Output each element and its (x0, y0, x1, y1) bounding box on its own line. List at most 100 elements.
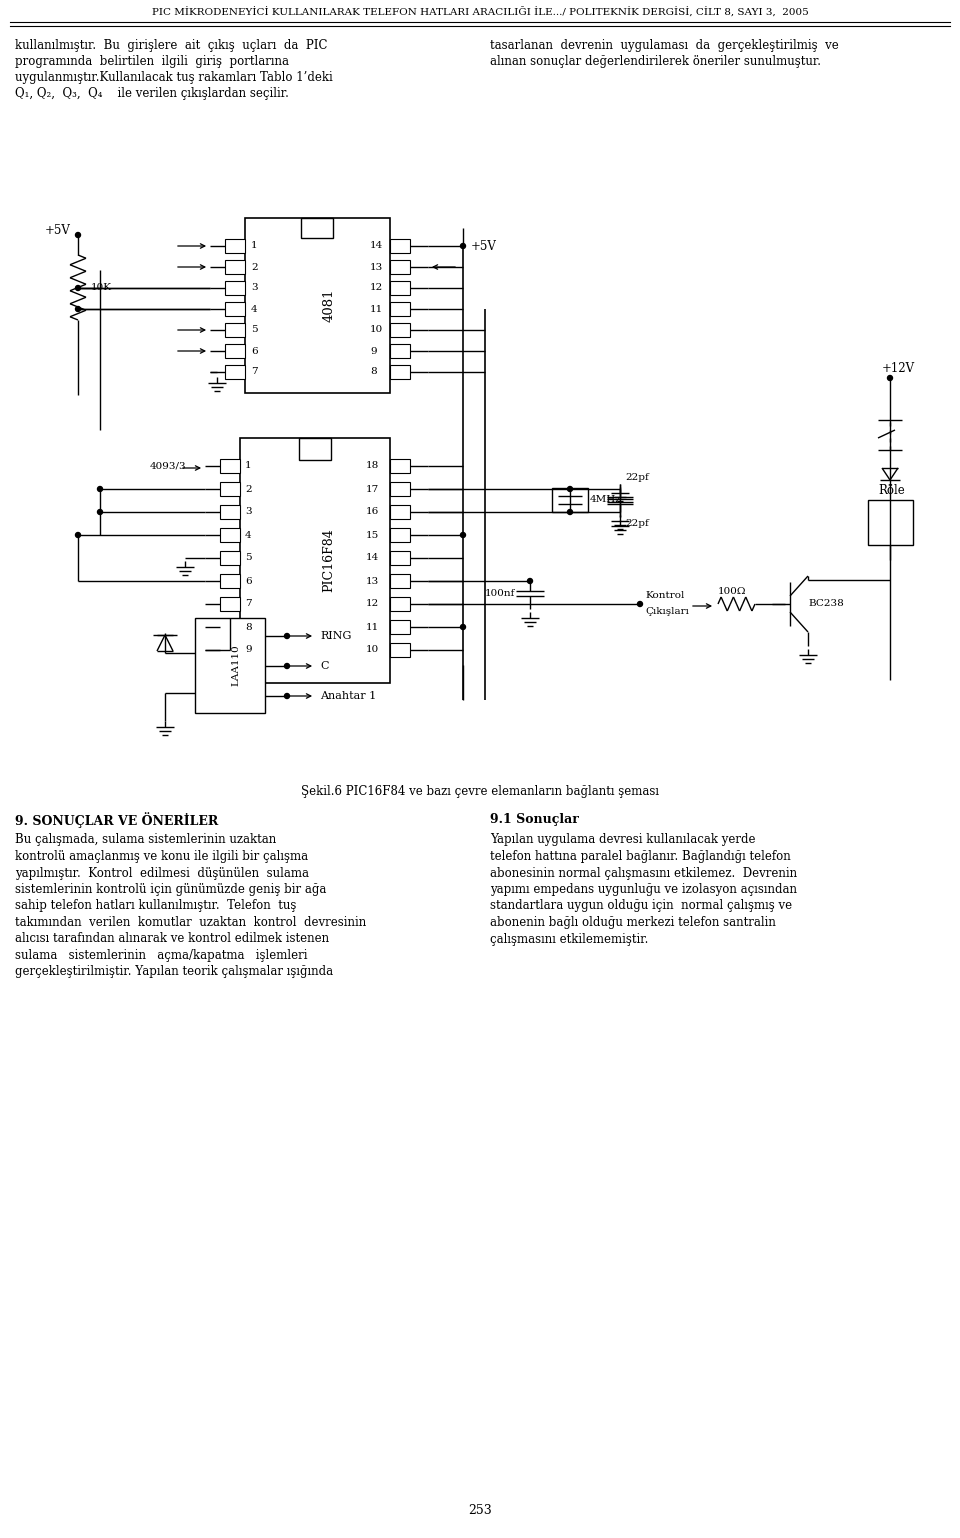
Text: C: C (320, 661, 328, 671)
Bar (390, 528, 410, 541)
Bar (225, 260, 245, 274)
Text: alıcısı tarafından alınarak ve kontrol edilmek istenen: alıcısı tarafından alınarak ve kontrol e… (15, 932, 329, 946)
Bar (225, 301, 245, 315)
Circle shape (887, 375, 893, 380)
Text: 15: 15 (366, 531, 379, 540)
Bar (390, 323, 410, 337)
Circle shape (98, 509, 103, 515)
Bar (390, 481, 410, 495)
Text: 4: 4 (251, 305, 257, 314)
Text: 9: 9 (370, 346, 376, 355)
Text: 12: 12 (370, 283, 383, 292)
Text: 4MHz: 4MHz (590, 495, 622, 504)
Circle shape (76, 306, 81, 312)
Text: 8: 8 (245, 623, 252, 632)
Text: 22pf: 22pf (625, 472, 649, 481)
Bar (225, 365, 245, 378)
Bar (390, 574, 410, 588)
Text: LAA110: LAA110 (231, 644, 241, 686)
Text: tasarlanan  devrenin  uygulaması  da  gerçekleştirilmiş  ve: tasarlanan devrenin uygulaması da gerçek… (490, 38, 839, 51)
Text: 17: 17 (366, 484, 379, 494)
Circle shape (76, 232, 81, 237)
Text: 13: 13 (366, 577, 379, 586)
Text: 100Ω: 100Ω (718, 588, 747, 597)
Text: 100nf: 100nf (485, 589, 516, 597)
Text: 5: 5 (245, 554, 252, 563)
Text: yapımı empedans uygunluğu ve izolasyon açısından: yapımı empedans uygunluğu ve izolasyon a… (490, 883, 797, 897)
Text: Şekil.6 PIC16F84 ve bazı çevre elemanların bağlantı şeması: Şekil.6 PIC16F84 ve bazı çevre elemanlar… (301, 786, 659, 798)
Text: 9.1 Sonuçlar: 9.1 Sonuçlar (490, 814, 579, 826)
Bar (390, 281, 410, 295)
Text: +5V: +5V (471, 240, 497, 252)
Text: 1: 1 (251, 241, 257, 251)
Bar (220, 504, 240, 518)
Bar (868, 500, 913, 544)
Text: +5V: +5V (45, 223, 71, 237)
Text: 10: 10 (370, 326, 383, 334)
Bar (299, 438, 331, 460)
Circle shape (284, 663, 290, 669)
Text: +12V: +12V (882, 361, 915, 374)
Text: 12: 12 (366, 600, 379, 609)
Bar (220, 574, 240, 588)
Bar (390, 551, 410, 564)
Circle shape (76, 286, 81, 291)
Text: 13: 13 (370, 263, 383, 272)
Text: BC238: BC238 (808, 600, 844, 609)
Circle shape (527, 578, 533, 583)
Text: 22pf: 22pf (625, 520, 649, 529)
Text: Yapılan uygulama devresi kullanılacak yerde: Yapılan uygulama devresi kullanılacak ye… (490, 834, 756, 846)
Text: sistemlerinin kontrolü için günümüzde geniş bir ağa: sistemlerinin kontrolü için günümüzde ge… (15, 883, 326, 897)
Circle shape (284, 694, 290, 698)
Text: 4: 4 (245, 531, 252, 540)
Text: 7: 7 (245, 600, 252, 609)
Text: PIC16F84: PIC16F84 (323, 528, 335, 592)
Text: 9: 9 (245, 646, 252, 655)
Text: yapılmıştır.  Kontrol  edilmesi  düşünülen  sulama: yapılmıştır. Kontrol edilmesi düşünülen … (15, 866, 309, 880)
Text: PIC MİKRODENEYİCİ KULLANILARAK TELEFON HATLARI ARACILIĞI İLE.../ POLITEKNİK DERG: PIC MİKRODENEYİCİ KULLANILARAK TELEFON H… (152, 6, 808, 17)
Text: abonenin bağlı olduğu merkezi telefon santralin: abonenin bağlı olduğu merkezi telefon sa… (490, 917, 776, 929)
Text: Kontrol: Kontrol (645, 592, 684, 600)
Text: 253: 253 (468, 1504, 492, 1516)
Text: RING: RING (320, 631, 351, 641)
Text: abonesinin normal çalışmasını etkilemez.  Devrenin: abonesinin normal çalışmasını etkilemez.… (490, 866, 797, 880)
Text: 1: 1 (245, 461, 252, 471)
Bar (390, 365, 410, 378)
Text: takımından  verilen  komutlar  uzaktan  kontrol  devresinin: takımından verilen komutlar uzaktan kont… (15, 917, 367, 929)
Bar (220, 551, 240, 564)
Bar (225, 323, 245, 337)
Text: Anahtar 1: Anahtar 1 (320, 691, 376, 701)
Text: Bu çalışmada, sulama sistemlerinin uzaktan: Bu çalışmada, sulama sistemlerinin uzakt… (15, 834, 276, 846)
Text: çalışmasını etkilememiştir.: çalışmasını etkilememiştir. (490, 932, 648, 946)
Bar (220, 481, 240, 495)
Text: Çıkışları: Çıkışları (645, 608, 689, 617)
Bar (225, 281, 245, 295)
Circle shape (76, 532, 81, 537)
Circle shape (637, 601, 642, 606)
Text: 5: 5 (251, 326, 257, 334)
Bar (390, 238, 410, 252)
Bar (390, 620, 410, 634)
Circle shape (567, 509, 572, 515)
Text: Röle: Röle (878, 483, 904, 497)
Text: 11: 11 (370, 305, 383, 314)
Circle shape (461, 624, 466, 629)
Text: programında  belirtilen  ilgili  giriş  portlarına: programında belirtilen ilgili giriş port… (15, 54, 289, 68)
Text: 16: 16 (366, 508, 379, 517)
Text: Q₁, Q₂,  Q₃,  Q₄    ile verilen çıkışlardan seçilir.: Q₁, Q₂, Q₃, Q₄ ile verilen çıkışlardan s… (15, 86, 289, 100)
Text: 14: 14 (366, 554, 379, 563)
Bar (390, 643, 410, 657)
Bar (220, 597, 240, 611)
Text: telefon hattına paralel bağlanır. Bağlandığı telefon: telefon hattına paralel bağlanır. Bağlan… (490, 851, 791, 863)
Circle shape (461, 243, 466, 249)
Bar (390, 458, 410, 474)
Bar (390, 260, 410, 274)
Text: 2: 2 (251, 263, 257, 272)
Text: 9. SONUÇLAR VE ÖNERİLER: 9. SONUÇLAR VE ÖNERİLER (15, 812, 218, 827)
Text: 10K: 10K (91, 283, 112, 292)
Bar (245, 218, 390, 394)
Text: 14: 14 (370, 241, 383, 251)
Bar (301, 218, 333, 238)
Text: 3: 3 (251, 283, 257, 292)
Text: 6: 6 (245, 577, 252, 586)
